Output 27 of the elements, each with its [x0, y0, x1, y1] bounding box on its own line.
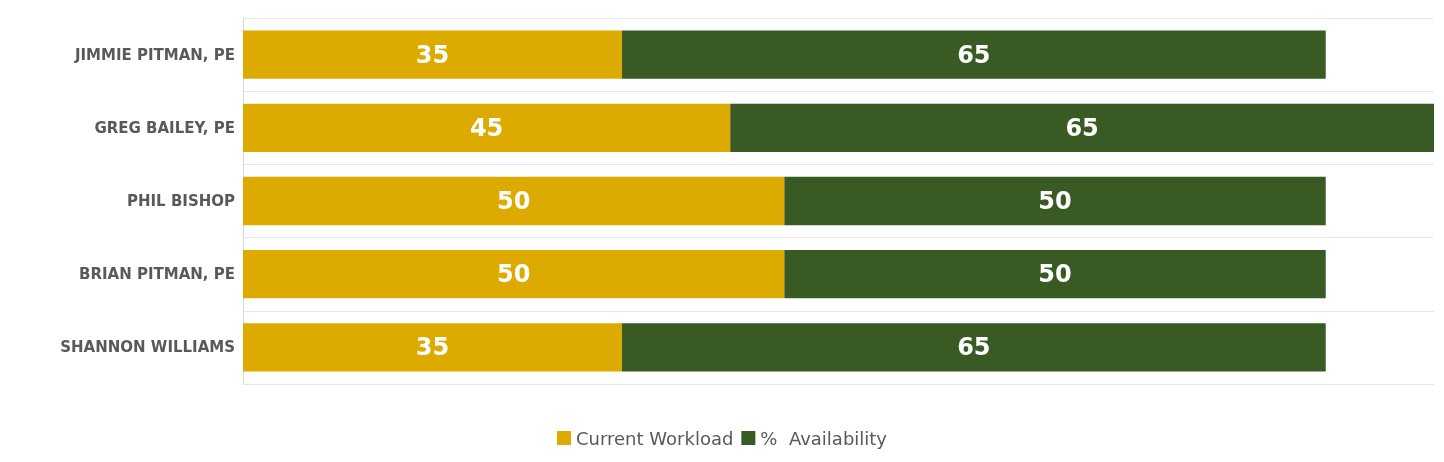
bar	[621, 30, 1326, 79]
y-tick-label: BRIAN PITMAN, PE	[78, 265, 235, 284]
bar	[784, 176, 1326, 226]
data-label: 50	[1038, 260, 1072, 289]
data-label: 50	[496, 187, 531, 215]
y-tick-label: JIMMIE PITMAN, PE	[73, 45, 235, 64]
data-label: 65	[957, 333, 991, 362]
data-label: 50	[496, 260, 531, 289]
data-label: 35	[415, 40, 450, 69]
bar	[243, 250, 785, 299]
y-tick-label: PHIL BISHOP	[126, 192, 235, 210]
bar	[243, 103, 731, 152]
data-label: 45	[469, 113, 504, 142]
bar	[730, 103, 1434, 152]
bar	[243, 323, 622, 372]
bar	[784, 250, 1326, 299]
legend-label: % Availability	[760, 427, 888, 449]
data-label: 50	[1038, 187, 1072, 215]
data-label: 35	[415, 333, 450, 362]
bar	[243, 30, 622, 79]
bar	[243, 176, 785, 226]
bar	[621, 323, 1326, 372]
legend-label: Current Workload	[575, 427, 734, 449]
y-tick-label: GREG BAILEY, PE	[94, 118, 235, 137]
data-label: 65	[1065, 113, 1099, 142]
y-tick-label: SHANNON WILLIAMS	[60, 338, 235, 357]
data-label: 65	[957, 40, 991, 69]
